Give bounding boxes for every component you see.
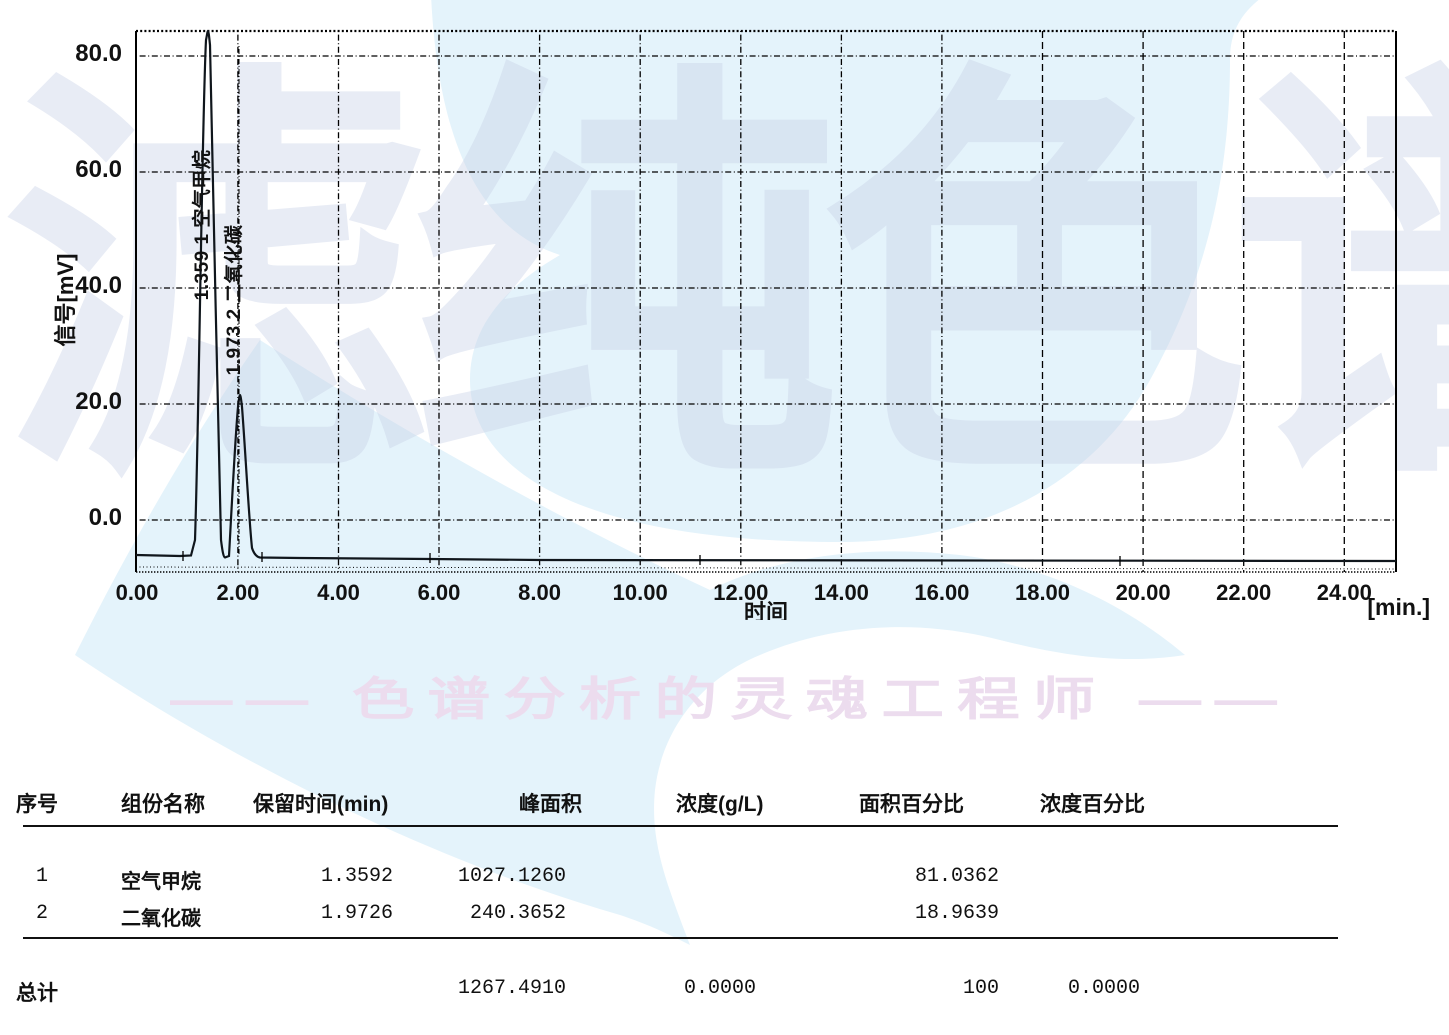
svg-text:—— 色谱分析的灵魂工程师 ——: —— 色谱分析的灵魂工程师 —— (170, 673, 1290, 725)
svg-text:40.0: 40.0 (75, 272, 122, 299)
svg-text:6.00: 6.00 (418, 580, 461, 605)
svg-text:20.00: 20.00 (1116, 580, 1171, 605)
svg-text:24.00: 24.00 (1317, 580, 1372, 605)
svg-text:2.00: 2.00 (216, 580, 259, 605)
svg-text:8.00: 8.00 (518, 580, 561, 605)
svg-text:[min.]: [min.] (1367, 594, 1430, 620)
svg-text:时间: 时间 (744, 600, 788, 620)
svg-text:10.00: 10.00 (613, 580, 668, 605)
svg-text:20.0: 20.0 (75, 388, 122, 415)
svg-text:14.00: 14.00 (814, 580, 869, 605)
svg-text:1.359 1 空气甲烷: 1.359 1 空气甲烷 (190, 150, 213, 301)
svg-text:0.0: 0.0 (89, 504, 122, 531)
svg-text:4.00: 4.00 (317, 580, 360, 605)
svg-text:18.00: 18.00 (1015, 580, 1070, 605)
svg-text:信号[mV]: 信号[mV] (53, 254, 78, 347)
svg-text:80.0: 80.0 (75, 40, 122, 67)
svg-text:16.00: 16.00 (914, 580, 969, 605)
svg-text:1.973 2 二氧化碳: 1.973 2 二氧化碳 (222, 224, 245, 375)
svg-text:0.00: 0.00 (116, 580, 159, 605)
svg-text:60.0: 60.0 (75, 156, 122, 183)
svg-text:22.00: 22.00 (1216, 580, 1271, 605)
